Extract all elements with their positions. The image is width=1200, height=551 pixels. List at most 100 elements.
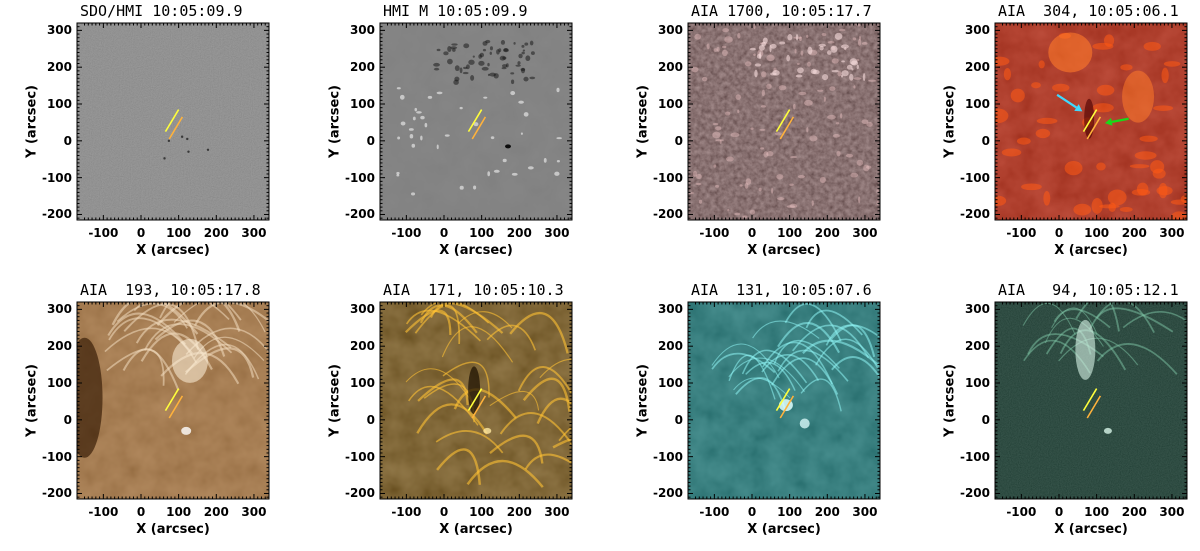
y-tick-label: -100 (652, 170, 683, 185)
coronal-loop (442, 361, 490, 398)
network-bright-point (818, 43, 826, 47)
pore-spot (187, 150, 190, 153)
positive-polarity-patch (473, 185, 477, 190)
y-tick-label: 100 (349, 97, 375, 111)
negative-polarity-patch (436, 48, 441, 52)
chromospheric-network (1064, 160, 1083, 176)
y-axis-label: Y (arcsec) (24, 363, 40, 437)
x-tick-label: 100 (1084, 505, 1110, 519)
x-tick-label: 0 (136, 226, 146, 240)
negative-polarity-patch (521, 51, 525, 55)
y-tick-label: 200 (46, 60, 72, 75)
negative-polarity-patch (487, 73, 490, 77)
negative-polarity-patch (505, 144, 511, 149)
negative-polarity-patch (522, 49, 526, 52)
chromospheric-network (1150, 160, 1165, 174)
compact-brightening (1103, 427, 1112, 434)
network-bright-point (730, 132, 740, 138)
network-bright-point (691, 66, 699, 73)
chromospheric-network (1099, 204, 1120, 209)
x-tick-label: -100 (1006, 505, 1037, 519)
negative-polarity-patch (520, 68, 526, 71)
coronal-loop (1096, 307, 1174, 333)
network-bright-point (796, 62, 800, 66)
negative-polarity-patch (463, 43, 470, 49)
chromospheric-network (1096, 84, 1115, 96)
panel-title: AIA 171, 10:05:10.3 (383, 281, 564, 299)
coronal-hole (77, 337, 103, 458)
y-tick-label: -200 (344, 486, 375, 501)
positive-polarity-patch (420, 135, 423, 141)
network-bright-point (726, 156, 734, 162)
y-tick-label: 200 (46, 339, 72, 354)
positive-polarity-patch (414, 107, 418, 112)
filament-channel (1084, 98, 1095, 139)
negative-polarity-patch (510, 79, 515, 85)
x-tick-label: 200 (814, 226, 840, 240)
hmi-continuum-image (77, 23, 269, 220)
negative-polarity-patch (517, 61, 521, 65)
y-tick-label: -200 (652, 207, 683, 222)
y-tick-label: 100 (46, 97, 72, 111)
network-bright-point (799, 36, 802, 42)
plot-area (76, 22, 270, 221)
negative-polarity-patch (453, 79, 459, 85)
network-bright-point (830, 45, 838, 53)
network-bright-point (715, 126, 722, 131)
network-bright-point (822, 74, 829, 81)
network-bright-point (827, 50, 832, 55)
aia-193-image (77, 302, 269, 499)
network-bright-point (759, 51, 762, 60)
coronal-loop (784, 303, 842, 342)
active-region-core (171, 338, 208, 383)
coronal-loop (805, 309, 863, 336)
coronal-loop (123, 303, 200, 350)
coronal-loop (457, 311, 513, 329)
positive-polarity-patch (556, 137, 562, 140)
y-tick-label: 300 (46, 302, 72, 317)
chromospheric-network (1043, 190, 1051, 206)
chromospheric-network (1163, 61, 1181, 67)
network-bright-point (853, 77, 862, 80)
slit-upper (467, 109, 483, 133)
negative-polarity-patch (433, 67, 440, 71)
chromospheric-network (995, 56, 1010, 66)
network-bright-point (735, 94, 741, 100)
network-bright-point (841, 70, 849, 77)
negative-polarity-patch (433, 62, 440, 67)
coronal-loop (825, 324, 880, 346)
positive-polarity-patch (416, 111, 422, 114)
negative-polarity-patch (478, 60, 485, 66)
positive-polarity-patch (487, 171, 491, 177)
x-axis-label: X (arcsec) (136, 243, 210, 258)
x-axis-label: X (arcsec) (1054, 243, 1128, 258)
negative-polarity-patch (468, 59, 475, 65)
x-tick-label: 100 (469, 505, 495, 519)
y-tick-label: 200 (349, 60, 375, 75)
positive-polarity-patch (523, 112, 529, 117)
bright-plage (1048, 32, 1093, 73)
panel-title: AIA 304, 10:05:06.1 (998, 2, 1179, 20)
x-axis-label: X (arcsec) (136, 522, 210, 537)
coronal-loop (745, 361, 796, 391)
slit-upper (775, 388, 791, 412)
network-bright-point (829, 86, 836, 91)
y-tick-label: 0 (981, 133, 990, 148)
network-bright-point (839, 113, 843, 119)
negative-polarity-patch (523, 76, 529, 82)
negative-polarity-patch (479, 52, 485, 58)
network-bright-point (761, 89, 766, 97)
network-bright-point (695, 182, 702, 186)
network-bright-point (719, 139, 722, 144)
photosphere (77, 23, 269, 220)
positive-polarity-patch (412, 116, 416, 121)
plot-frame (379, 301, 573, 500)
network-bright-point (794, 48, 797, 54)
negative-polarity-patch (482, 41, 488, 46)
x-tick-label: -100 (699, 505, 730, 519)
network-bright-point (749, 209, 756, 215)
hmi-magnetogram-image (380, 23, 572, 220)
negative-polarity-patch (530, 51, 535, 56)
y-tick-label: 0 (63, 133, 72, 148)
coronal-loop (711, 343, 780, 379)
